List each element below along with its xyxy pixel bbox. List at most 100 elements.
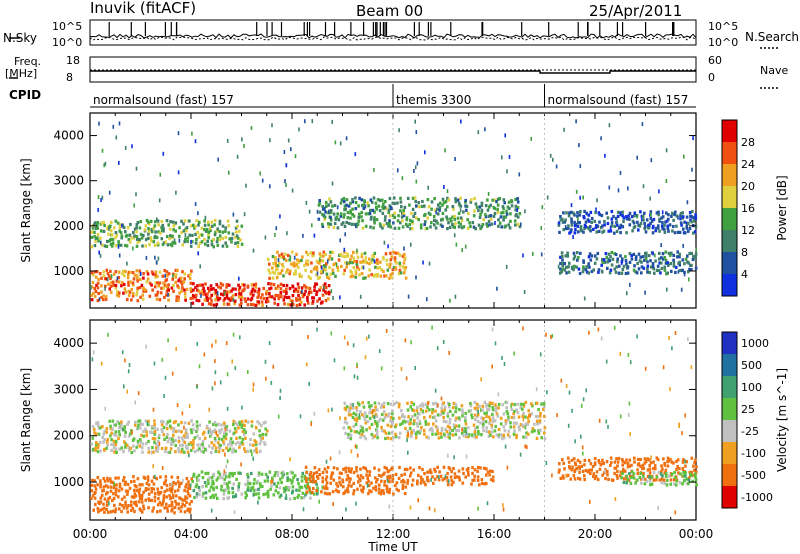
range-cell xyxy=(562,228,565,232)
range-cell xyxy=(135,223,139,227)
range-cell xyxy=(344,416,347,420)
range-cell xyxy=(403,205,407,209)
range-cell xyxy=(126,422,129,426)
range-cell xyxy=(218,431,222,435)
range-cell xyxy=(255,450,259,454)
range-cell xyxy=(127,369,130,374)
range-cell xyxy=(177,439,181,444)
range-cell xyxy=(151,288,154,292)
range-cell xyxy=(217,285,220,289)
range-cell xyxy=(309,479,312,483)
range-cell xyxy=(415,204,418,208)
range-cell xyxy=(315,474,319,478)
range-cell xyxy=(122,291,125,295)
range-cell xyxy=(165,495,168,499)
range-cell xyxy=(276,470,280,474)
range-cell xyxy=(343,366,346,371)
range-cell xyxy=(513,351,515,356)
range-cell xyxy=(117,436,120,440)
range-cell xyxy=(362,276,365,280)
range-cell xyxy=(369,217,373,221)
range-cell xyxy=(474,202,478,206)
range-cell xyxy=(434,388,437,393)
range-cell xyxy=(293,474,297,478)
range-cell xyxy=(104,284,107,288)
range-cell xyxy=(183,425,185,430)
range-cell xyxy=(227,496,231,500)
range-cell xyxy=(439,223,443,227)
range-cell xyxy=(177,279,180,283)
range-cell xyxy=(383,465,387,470)
range-cell xyxy=(669,262,672,266)
range-cell xyxy=(358,477,361,481)
range-cell xyxy=(394,472,398,476)
range-cell xyxy=(91,494,95,498)
range-cell xyxy=(286,478,289,483)
range-cell xyxy=(243,143,245,148)
colorbar-tick-label: 25 xyxy=(741,403,755,416)
range-cell xyxy=(123,440,126,444)
range-cell xyxy=(536,415,539,419)
range-cell xyxy=(409,421,412,425)
range-cell xyxy=(579,228,582,233)
range-cell xyxy=(623,461,627,465)
range-cell xyxy=(322,269,325,274)
range-cell xyxy=(557,470,561,474)
range-cell xyxy=(379,224,382,228)
range-cell xyxy=(246,472,249,477)
range-cell xyxy=(117,294,121,298)
range-cell xyxy=(596,477,600,482)
range-cell xyxy=(502,206,505,211)
range-cell xyxy=(426,475,429,479)
range-cell xyxy=(97,500,100,504)
range-cell xyxy=(434,226,438,230)
colorbar-tick-label: 16 xyxy=(741,202,755,215)
range-cell xyxy=(440,396,443,401)
range-cell xyxy=(118,433,121,437)
range-cell xyxy=(122,450,125,454)
range-cell xyxy=(192,427,195,432)
range-cell xyxy=(114,476,117,480)
range-cell xyxy=(498,433,501,437)
range-cell xyxy=(181,411,184,416)
range-cell xyxy=(226,459,229,464)
range-cell xyxy=(390,431,394,435)
range-cell xyxy=(158,501,162,505)
range-cell xyxy=(436,212,440,216)
range-cell xyxy=(262,421,266,425)
range-cell xyxy=(361,265,364,269)
range-cell xyxy=(445,215,448,219)
range-cell xyxy=(480,208,484,212)
colorbar-swatch xyxy=(722,164,737,187)
range-cell xyxy=(123,495,126,499)
range-cell xyxy=(184,485,187,489)
range-cell xyxy=(94,490,97,494)
range-cell xyxy=(587,262,590,266)
range-cell xyxy=(464,198,467,203)
range-cell xyxy=(107,232,110,236)
range-cell xyxy=(497,406,500,410)
range-cell xyxy=(343,250,346,254)
range-cell xyxy=(196,443,199,447)
range-cell xyxy=(217,441,220,445)
range-cell xyxy=(360,215,363,219)
range-cell xyxy=(651,231,655,235)
colorbar-tick-label: 4 xyxy=(741,268,748,281)
range-cell xyxy=(329,218,333,222)
range-cell xyxy=(105,268,109,272)
range-cell xyxy=(211,430,215,434)
range-cell xyxy=(615,473,619,477)
range-cell xyxy=(276,267,279,271)
range-cell xyxy=(629,282,631,287)
range-cell xyxy=(213,420,217,425)
range-cell xyxy=(621,257,624,261)
range-cell xyxy=(505,264,508,269)
range-cell xyxy=(470,433,474,437)
range-cell xyxy=(539,428,542,432)
range-cell xyxy=(207,230,211,234)
range-cell xyxy=(137,391,140,396)
range-cell xyxy=(228,170,230,175)
range-cell xyxy=(504,215,508,219)
range-cell xyxy=(106,437,110,442)
range-cell xyxy=(288,287,292,291)
